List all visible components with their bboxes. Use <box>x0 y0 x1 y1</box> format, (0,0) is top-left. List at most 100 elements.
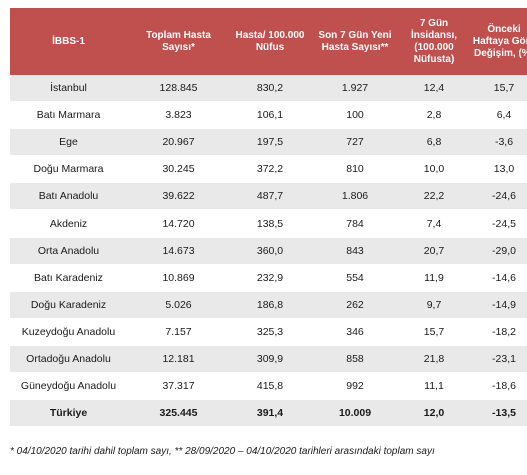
table-row: Doğu Marmara 30.245 372,2 810 10,0 13,0 <box>10 155 527 184</box>
cell-total-cases: 14.673 <box>127 237 230 265</box>
cell-7-day-incidence: 7,4 <box>400 209 468 238</box>
cell-cases-per-100k: 186,8 <box>230 291 310 319</box>
cell-region: Ege <box>10 128 127 157</box>
cell-last-7-days: 346 <box>310 318 400 346</box>
cell-last-7-days: 554 <box>310 264 400 292</box>
cell-region: Kuzeydoğu Anadolu <box>10 318 127 346</box>
cell-total-cases: 14.720 <box>127 209 230 238</box>
cell-cases-per-100k: 830,2 <box>230 75 310 103</box>
cell-last-7-days: 727 <box>310 128 400 157</box>
cell-total-cases: 10.869 <box>127 264 230 292</box>
cell-total-cases: 20.967 <box>127 128 230 157</box>
table-row: Ortadoğu Anadolu 12.181 309,9 858 21,8 -23,1 <box>10 345 527 374</box>
table-row: Batı Karadeniz 10.869 232,9 554 11,9 -14,6 <box>10 264 527 292</box>
cell-region: Akdeniz <box>10 209 127 238</box>
table-row: Akdeniz 14.720 138,5 784 7,4 -24,5 <box>10 209 527 238</box>
cell-total-cases: 3.823 <box>127 101 230 130</box>
table-row: Kuzeydoğu Anadolu 7.157 325,3 346 15,7 -18,2 <box>10 318 527 346</box>
cell-last-7-days: 784 <box>310 209 400 238</box>
cell-region: Doğu Karadeniz <box>10 291 127 319</box>
cell-7-day-incidence: 9,7 <box>400 291 468 319</box>
cell-total-cases: 30.245 <box>127 155 230 184</box>
cell-total-cases: 12.181 <box>127 345 230 374</box>
cell-weekly-change: -14,6 <box>468 264 527 292</box>
cell-7-day-incidence: 11,9 <box>400 264 468 292</box>
cell-region: Batı Anadolu <box>10 182 127 211</box>
total-cell-7-day-incidence: 12,0 <box>400 399 468 428</box>
cell-last-7-days: 858 <box>310 345 400 374</box>
cell-weekly-change: -24,5 <box>468 209 527 238</box>
cell-last-7-days: 1.806 <box>310 182 400 211</box>
cell-cases-per-100k: 309,9 <box>230 345 310 374</box>
cell-last-7-days: 810 <box>310 155 400 184</box>
table-row: Batı Marmara 3.823 106,1 100 2,8 6,4 <box>10 101 527 130</box>
cell-cases-per-100k: 487,7 <box>230 182 310 211</box>
header-total-cases: Toplam Hasta Sayısı* <box>127 8 230 75</box>
header-region: İBBS-1 <box>10 8 127 75</box>
cell-last-7-days: 843 <box>310 237 400 265</box>
cell-7-day-incidence: 2,8 <box>400 101 468 130</box>
cell-weekly-change: -18,6 <box>468 372 527 401</box>
cell-cases-per-100k: 325,3 <box>230 318 310 346</box>
table-row: Batı Anadolu 39.622 487,7 1.806 22,2 -24,6 <box>10 182 527 211</box>
total-cell-region: Türkiye <box>10 399 127 428</box>
table-row: Güneydoğu Anadolu 37.317 415,8 992 11,1 -18,6 <box>10 372 527 401</box>
cell-cases-per-100k: 138,5 <box>230 209 310 238</box>
cell-last-7-days: 1.927 <box>310 75 400 103</box>
cell-total-cases: 37.317 <box>127 372 230 401</box>
cell-7-day-incidence: 21,8 <box>400 345 468 374</box>
cell-last-7-days: 100 <box>310 101 400 130</box>
table-row: Doğu Karadeniz 5.026 186,8 262 9,7 -14,9 <box>10 291 527 319</box>
cell-last-7-days: 262 <box>310 291 400 319</box>
cell-7-day-incidence: 22,2 <box>400 182 468 211</box>
cell-7-day-incidence: 10,0 <box>400 155 468 184</box>
cell-region: Batı Marmara <box>10 101 127 130</box>
cell-region: Güneydoğu Anadolu <box>10 372 127 401</box>
table-row: Ege 20.967 197,5 727 6,8 -3,6 <box>10 128 527 157</box>
cell-7-day-incidence: 12,4 <box>400 75 468 103</box>
cell-cases-per-100k: 106,1 <box>230 101 310 130</box>
cell-region: Batı Karadeniz <box>10 264 127 292</box>
cell-weekly-change: -14,9 <box>468 291 527 319</box>
footnote: * 04/10/2020 tarihi dahil toplam sayı, *… <box>10 446 435 457</box>
regional-case-table: İBBS-1 Toplam Hasta Sayısı* Hasta/ 100.0… <box>10 8 527 428</box>
cell-weekly-change: -29,0 <box>468 237 527 265</box>
cell-cases-per-100k: 415,8 <box>230 372 310 401</box>
cell-last-7-days: 992 <box>310 372 400 401</box>
table-row: Orta Anadolu 14.673 360,0 843 20,7 -29,0 <box>10 237 527 265</box>
total-cell-last-7-days: 10.009 <box>310 399 400 428</box>
header-7-day-incidence: 7 Gün İnsidansı, (100.000 Nüfusta) <box>400 8 468 75</box>
cell-7-day-incidence: 6,8 <box>400 128 468 157</box>
cell-total-cases: 39.622 <box>127 182 230 211</box>
cell-cases-per-100k: 232,9 <box>230 264 310 292</box>
cell-weekly-change: -24,6 <box>468 182 527 211</box>
cell-cases-per-100k: 197,5 <box>230 128 310 157</box>
cell-total-cases: 7.157 <box>127 318 230 346</box>
header-cases-per-100k: Hasta/ 100.000 Nüfus <box>230 8 310 75</box>
total-cell-weekly-change: -13,5 <box>468 399 527 428</box>
cell-region: Doğu Marmara <box>10 155 127 184</box>
cell-weekly-change: -3,6 <box>468 128 527 157</box>
header-last-7-days: Son 7 Gün Yeni Hasta Sayısı** <box>310 8 400 75</box>
cell-7-day-incidence: 15,7 <box>400 318 468 346</box>
cell-weekly-change: 13,0 <box>468 155 527 184</box>
cell-total-cases: 5.026 <box>127 291 230 319</box>
total-cell-cases-per-100k: 391,4 <box>230 399 310 428</box>
total-cell-total-cases: 325.445 <box>127 399 230 428</box>
table-header-row: İBBS-1 Toplam Hasta Sayısı* Hasta/ 100.0… <box>10 8 527 75</box>
cell-weekly-change: 15,7 <box>468 75 527 103</box>
cell-region: İstanbul <box>10 75 127 103</box>
table-row: İstanbul 128.845 830,2 1.927 12,4 15,7 <box>10 75 527 103</box>
cell-weekly-change: 6,4 <box>468 101 527 130</box>
cell-region: Orta Anadolu <box>10 237 127 265</box>
cell-cases-per-100k: 372,2 <box>230 155 310 184</box>
cell-weekly-change: -23,1 <box>468 345 527 374</box>
cell-total-cases: 128.845 <box>127 75 230 103</box>
cell-weekly-change: -18,2 <box>468 318 527 346</box>
cell-region: Ortadoğu Anadolu <box>10 345 127 374</box>
header-weekly-change: Önceki Haftaya Göre Değişim, (%) <box>468 8 527 75</box>
cell-7-day-incidence: 20,7 <box>400 237 468 265</box>
cell-7-day-incidence: 11,1 <box>400 372 468 401</box>
cell-cases-per-100k: 360,0 <box>230 237 310 265</box>
table-total-row: Türkiye 325.445 391,4 10.009 12,0 -13,5 <box>10 399 527 428</box>
